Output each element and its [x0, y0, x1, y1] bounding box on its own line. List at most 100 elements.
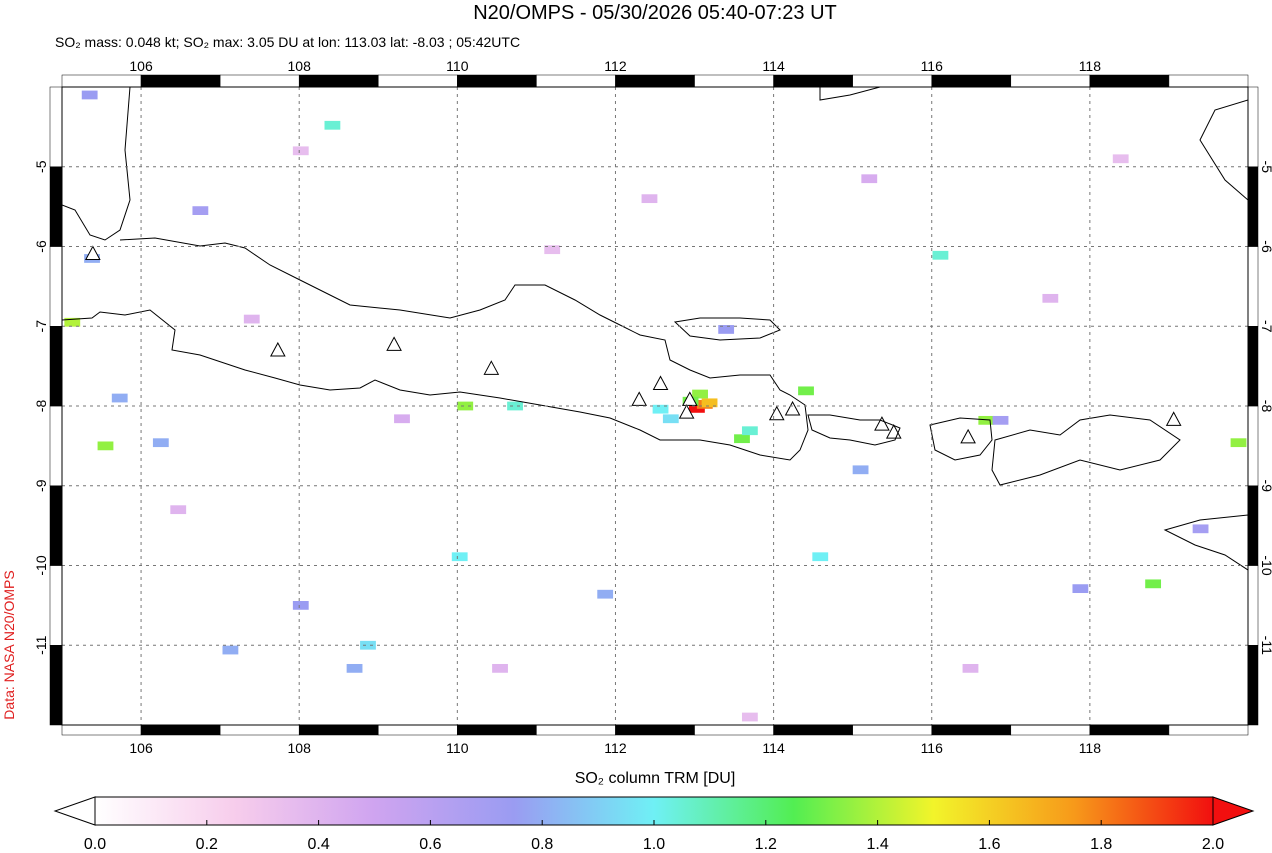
frame-band	[49, 565, 63, 646]
y-tick-label-right: -9	[1259, 480, 1272, 493]
colorbar: 0.0 0.2 0.4 0.6 0.8 1.0 1.2 1.4 1.6 1.8 2.0	[53, 796, 1255, 853]
so2-pixel	[741, 426, 758, 436]
so2-pixel	[992, 415, 1009, 425]
so2-pixel	[152, 438, 169, 448]
y-tick-label-left: -7	[33, 320, 49, 333]
frame-band	[140, 724, 221, 736]
x-tick-label-top: 114	[762, 58, 785, 74]
volcano	[386, 336, 402, 351]
coastline-madura	[673, 317, 781, 341]
frame-band	[49, 485, 63, 566]
y-tick-label-right: -7	[1259, 320, 1272, 333]
frame-band	[49, 405, 63, 486]
frame-band	[1247, 565, 1259, 646]
x-tick-label-bottom: 116	[921, 740, 944, 756]
y-tick-label-right: -6	[1259, 240, 1272, 253]
volcano	[84, 245, 101, 260]
coastline-sumba	[1163, 514, 1248, 571]
y-tick-label-right: -8	[1259, 400, 1272, 413]
frame-band	[298, 74, 379, 88]
so2-pixel	[741, 712, 758, 722]
colorbar-tick-label: 2.0	[1202, 836, 1224, 853]
frame-band	[1247, 326, 1259, 407]
y-tick-label-left: -11	[33, 635, 49, 654]
frame-band	[457, 724, 537, 736]
frame-band	[298, 724, 379, 736]
frame-band	[694, 74, 774, 88]
frame-band	[852, 74, 932, 88]
frame-band	[852, 724, 932, 736]
so2-pixel	[597, 589, 614, 599]
map-frame	[61, 86, 1249, 726]
frame-band	[931, 724, 1012, 736]
frame-band	[1089, 724, 1170, 736]
colorbar-tick-label: 1.4	[866, 836, 888, 853]
colorbar-tick-label: 1.6	[978, 836, 1000, 853]
frame-band	[219, 724, 300, 736]
so2-pixel	[641, 194, 658, 204]
so2-pixel	[652, 404, 669, 414]
frame-band	[1168, 724, 1249, 736]
axes: 106 106 108 108 110 110 112 112 114 114 116 116 118 1…	[33, 58, 1272, 756]
so2-pixel	[97, 441, 114, 451]
y-tick-label-right: -10	[1259, 555, 1272, 575]
x-tick-label-top: 110	[446, 58, 469, 74]
coastline-borneo	[819, 87, 881, 101]
colorbar-tick-label: 0.4	[307, 836, 329, 853]
volcano	[631, 391, 648, 406]
volcano	[681, 391, 698, 406]
so2-pixel	[1192, 524, 1209, 534]
frame-band	[773, 74, 853, 88]
colorbar-tick-label: 1.0	[643, 836, 665, 853]
so2-pixel	[812, 552, 829, 562]
coastline-sumatra	[62, 87, 131, 241]
frame-band	[61, 724, 142, 736]
coastlines	[62, 87, 1248, 571]
pixel-layer	[64, 90, 1247, 722]
x-tick-label-top: 118	[1079, 58, 1102, 74]
colorbar-high-extension	[1212, 796, 1255, 826]
so2-pixel	[1112, 154, 1129, 164]
colorbar-tick-label: 1.8	[1090, 836, 1112, 853]
so2-pixel	[544, 245, 561, 255]
so2-pixel	[692, 389, 708, 399]
frame-band	[1010, 74, 1091, 88]
colorbar-tick-label: 1.2	[755, 836, 777, 853]
so2-pixel	[662, 414, 679, 424]
x-tick-label-top: 108	[288, 58, 312, 74]
colorbar-tick-label: 0.0	[84, 836, 106, 853]
so2-pixel	[394, 414, 410, 424]
colorbar-low-extension	[53, 796, 96, 826]
frame-band	[49, 166, 63, 247]
frame-band	[1247, 485, 1259, 566]
coastline-sulawesi	[1199, 99, 1248, 201]
so2-pixel	[852, 465, 869, 475]
frame-band	[1247, 246, 1259, 327]
frame-band	[219, 74, 300, 88]
y-tick-label-left: -8	[33, 400, 49, 413]
frame-band	[378, 724, 458, 736]
so2-pixel	[962, 663, 979, 673]
colorbar-label: SO₂ column TRM [DU]	[575, 770, 736, 787]
frame-band	[536, 74, 616, 88]
y-tick-label-right: -11	[1259, 636, 1272, 655]
so2-pixel	[243, 314, 260, 324]
volcano	[678, 404, 695, 419]
coastline-bali	[807, 414, 901, 446]
frame-band	[536, 724, 616, 736]
volcano	[1165, 411, 1182, 426]
so2-pixel	[81, 90, 98, 100]
so2-pixel	[978, 415, 995, 425]
so2-pixel	[222, 645, 239, 655]
colorbar-tick-label: 0.2	[196, 836, 218, 853]
so2-pixel	[701, 398, 718, 408]
x-tick-label-top: 116	[921, 58, 944, 74]
so2-pixel	[861, 174, 878, 184]
so2-pixel	[292, 146, 309, 156]
so2-pixel	[798, 386, 814, 396]
x-tick-label-bottom: 110	[446, 740, 469, 756]
x-tick-label-bottom: 108	[288, 740, 312, 756]
x-tick-label-top: 112	[604, 58, 627, 74]
